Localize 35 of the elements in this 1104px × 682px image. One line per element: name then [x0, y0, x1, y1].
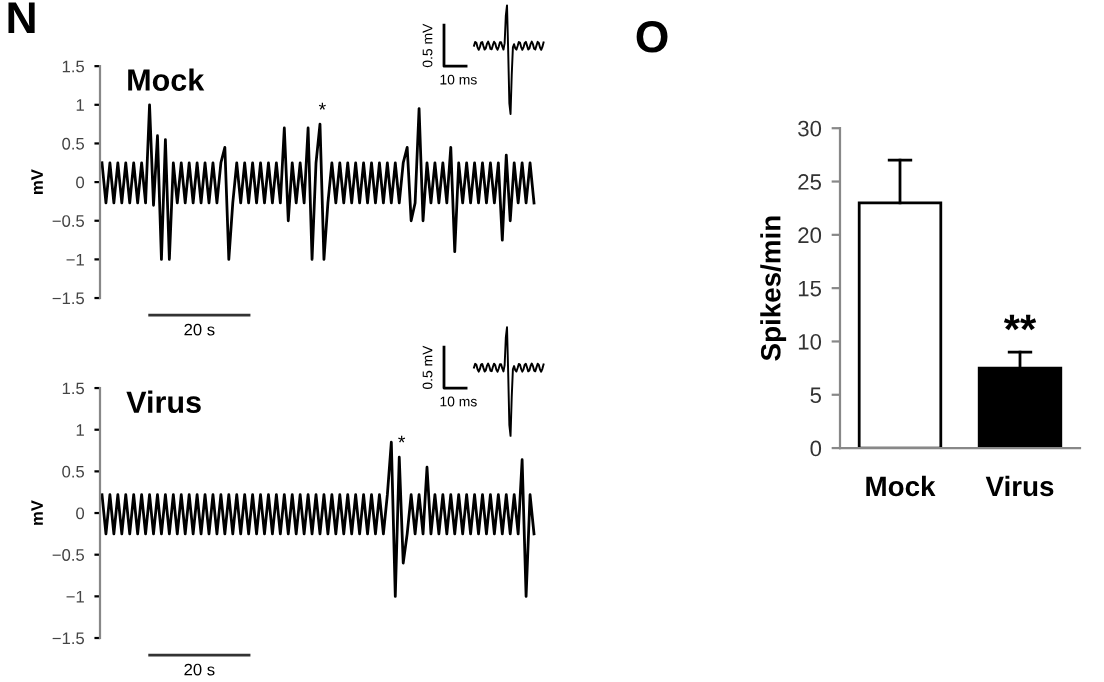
- y-tick-label: 0: [810, 440, 822, 457]
- y-tick-label: −1.5: [52, 292, 85, 305]
- text: O: [636, 21, 668, 53]
- line-series: [100, 440, 536, 598]
- y-tick-label: 10: [798, 333, 822, 350]
- y-tick-label: 20: [798, 227, 822, 244]
- y-tick-label: 1.5: [62, 60, 85, 73]
- y-tick-label: 5: [810, 387, 822, 404]
- y-tick-label: 30: [798, 120, 822, 137]
- annotation: *: [398, 435, 406, 443]
- y-tick-label: 1: [76, 99, 84, 111]
- y-tick-label: 0.5: [62, 465, 85, 478]
- text: 20 s: [184, 323, 215, 336]
- series-label: Mock: [128, 68, 205, 91]
- y-tick-label: 25: [798, 174, 822, 190]
- y-axis-title: mV: [31, 169, 43, 194]
- y-axis-title: Spikes/min: [760, 216, 787, 361]
- y-tick-label: 1.5: [62, 382, 85, 395]
- y-tick-label: −0.5: [52, 549, 85, 561]
- y-tick-label: −1.5: [52, 632, 85, 645]
- y-tick-label: −1: [66, 590, 84, 603]
- y-tick-label: 1: [76, 424, 84, 436]
- y-tick-label: −1: [66, 253, 84, 266]
- y-tick-label: −0.5: [52, 215, 85, 227]
- line-series: [100, 103, 536, 261]
- y-tick-label: 0: [76, 176, 85, 189]
- text: Virus: [126, 390, 201, 413]
- y-tick-label: 15: [798, 280, 822, 297]
- y-tick-label: 0.5: [62, 137, 85, 150]
- annotation: **: [1003, 314, 1037, 331]
- y-axis-title: mV: [31, 500, 43, 525]
- text: 20 s: [184, 663, 215, 676]
- annotation: *: [318, 102, 326, 110]
- text: N: [8, 2, 35, 34]
- y-tick-label: 0: [76, 507, 85, 520]
